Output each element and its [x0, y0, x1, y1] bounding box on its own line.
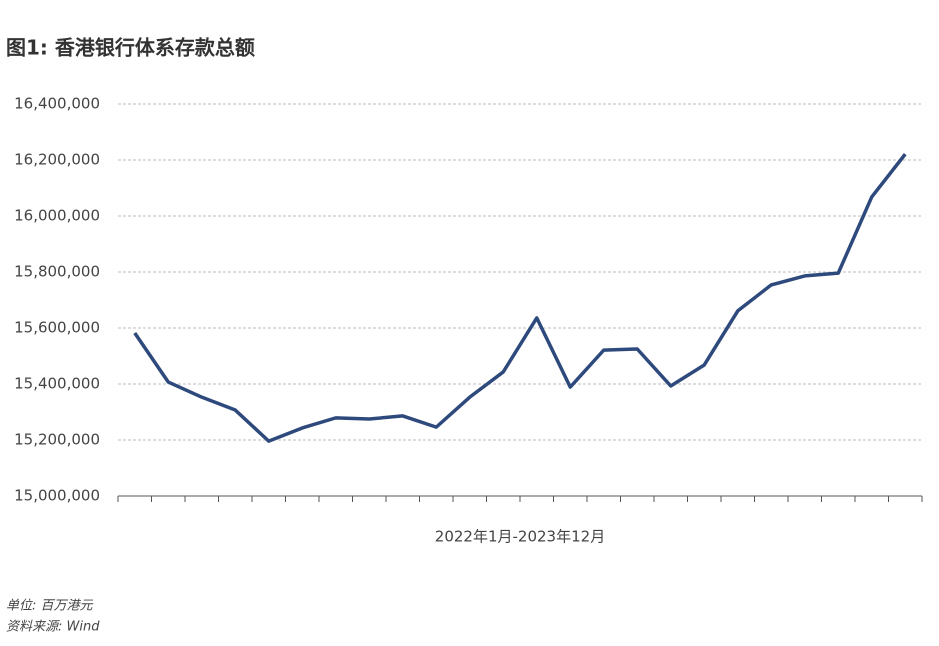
y-tick-label: 15,200,000	[14, 431, 100, 449]
y-tick-label: 15,800,000	[14, 263, 100, 281]
y-tick-label: 15,600,000	[14, 319, 100, 337]
y-tick-label: 16,200,000	[14, 151, 100, 169]
note: 资料来源: Wind	[6, 620, 100, 635]
data-line	[133, 153, 907, 443]
chart-title: 图1: 香港银行体系存款总额	[6, 36, 255, 60]
y-tick-label: 15,400,000	[14, 375, 100, 393]
note: 单位: 百万港元	[6, 598, 94, 614]
x-axis-label: 2022年1月-2023年12月	[435, 528, 605, 546]
y-tick-label: 16,000,000	[14, 207, 100, 225]
y-tick-label: 15,000,000	[14, 487, 100, 505]
y-tick-label: 16,400,000	[14, 95, 100, 113]
